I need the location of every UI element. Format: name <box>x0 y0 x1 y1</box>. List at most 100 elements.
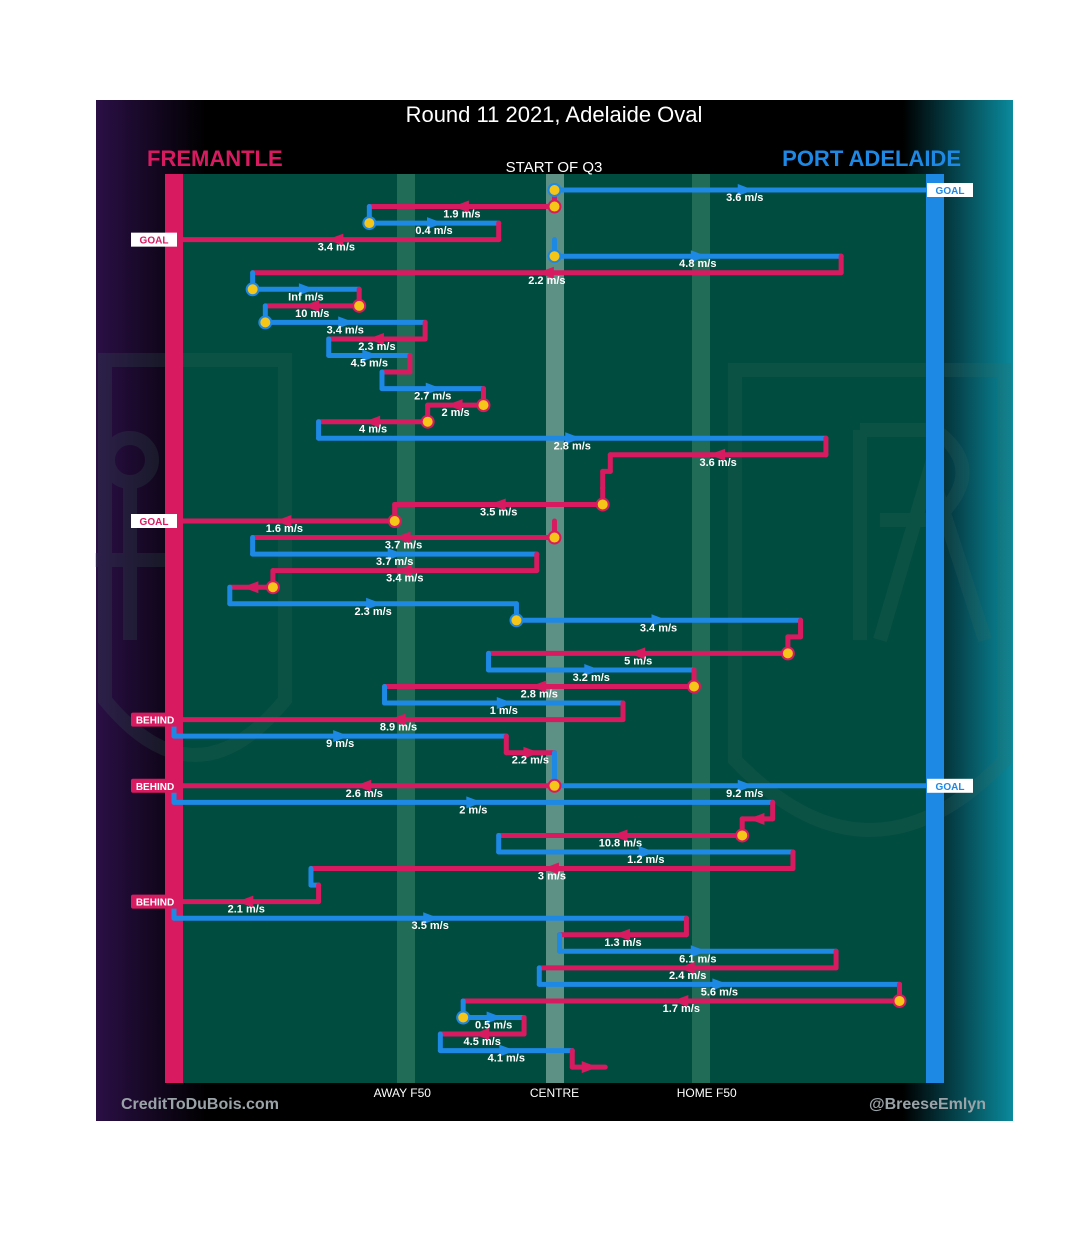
direction-arrow <box>355 779 372 792</box>
speed-label: 5.6 m/s <box>701 986 738 998</box>
direction-arrow <box>537 266 554 279</box>
speed-label: 3.7 m/s <box>376 556 413 568</box>
turnover-marker <box>687 679 702 694</box>
direction-arrow <box>672 994 689 1007</box>
direction-arrow <box>242 581 259 594</box>
speed-label: 3 m/s <box>538 871 566 883</box>
turnover-marker <box>509 613 524 628</box>
speed-label: 2.8 m/s <box>521 689 558 701</box>
speed-label: 1.7 m/s <box>663 1003 700 1015</box>
speed-label: 3.6 m/s <box>726 192 763 204</box>
tag-box <box>131 778 179 793</box>
speed-label: 3.4 m/s <box>386 573 423 585</box>
direction-arrow <box>629 647 646 660</box>
direction-arrow <box>427 217 444 230</box>
x-axis-ticks: AWAY F50 CENTRE HOME F50 <box>374 1086 737 1100</box>
speed-label: 1 m/s <box>490 705 518 717</box>
speed-label: 3.5 m/s <box>480 506 517 518</box>
tag-label: BEHIND <box>136 782 174 793</box>
direction-arrow <box>366 597 383 610</box>
x-tick-label: AWAY F50 <box>374 1086 432 1100</box>
turnover-marker <box>595 497 610 512</box>
direction-arrow <box>651 614 668 627</box>
turnover-marker <box>892 993 907 1008</box>
speed-label: 2.4 m/s <box>669 970 706 982</box>
direction-arrow <box>613 928 630 941</box>
direction-arrow <box>486 1011 503 1024</box>
turnover-marker <box>780 646 795 661</box>
speed-label: 2.1 m/s <box>228 904 265 916</box>
turnover-marker <box>735 828 750 843</box>
tag-box <box>927 778 973 793</box>
turnover-marker <box>476 398 491 413</box>
turnover-marker <box>456 1010 471 1025</box>
team-left-name: FREMANTLE <box>147 146 283 171</box>
speed-label: 4.5 m/s <box>464 1036 501 1048</box>
tag-label: GOAL <box>140 236 169 247</box>
tag-label: GOAL <box>936 782 965 793</box>
direction-arrow <box>364 415 381 428</box>
speed-label: 2.8 m/s <box>554 440 591 452</box>
direction-arrow <box>712 978 729 991</box>
direction-arrow <box>395 564 412 577</box>
fremantle-goal-line <box>165 174 183 1083</box>
speed-label: 9 m/s <box>326 738 354 750</box>
direction-arrow <box>523 746 540 759</box>
tag-label: BEHIND <box>136 898 174 909</box>
turnover-marker <box>547 183 562 197</box>
credit-left: CreditToDuBois.com <box>121 1096 279 1113</box>
speed-label: 1.9 m/s <box>443 209 480 221</box>
speed-label: 6.1 m/s <box>679 953 716 965</box>
speed-label: 3.6 m/s <box>699 457 736 469</box>
direction-arrow <box>367 332 384 345</box>
direction-arrow <box>303 299 320 312</box>
score-tags: GOAL GOAL GOAL BEHIND GOAL BEHIND BEHIND <box>131 183 973 909</box>
speed-label: 3.4 m/s <box>318 242 355 254</box>
speed-label: 3.2 m/s <box>573 672 610 684</box>
direction-arrow <box>298 283 315 296</box>
direction-arrow <box>452 200 469 213</box>
speed-label: 3.4 m/s <box>640 622 677 634</box>
speed-label: 3.4 m/s <box>327 324 364 336</box>
turnover-marker <box>362 216 377 231</box>
speed-label: 8.9 m/s <box>380 722 417 734</box>
speed-label: 9.2 m/s <box>726 788 763 800</box>
speed-label: 0.4 m/s <box>415 225 452 237</box>
speed-label: 10.8 m/s <box>599 837 642 849</box>
tag-box <box>131 232 177 247</box>
speed-label: 4 m/s <box>359 424 387 436</box>
port-score-tag: GOAL <box>927 778 973 793</box>
centre-line <box>546 174 564 1083</box>
team-right-name: PORT ADELAIDE <box>782 146 961 171</box>
speed-label: 4.5 m/s <box>351 358 388 370</box>
direction-arrow <box>394 531 411 544</box>
direction-arrow <box>446 399 463 412</box>
tag-label: GOAL <box>936 186 965 197</box>
tag-label: BEHIND <box>136 716 174 727</box>
away-f50-line <box>397 174 415 1083</box>
direction-arrow <box>387 548 404 561</box>
direction-arrow <box>581 1061 598 1074</box>
speed-label: 2.2 m/s <box>528 275 565 287</box>
direction-arrow <box>489 498 506 511</box>
port-score-tag: GOAL <box>927 183 973 197</box>
direction-arrow <box>638 846 655 858</box>
speed-label: Inf m/s <box>288 291 323 303</box>
x-tick-label: HOME F50 <box>677 1086 737 1100</box>
direction-arrow <box>327 233 344 246</box>
direction-arrow <box>611 829 628 842</box>
fremantle-score-tag: BEHIND <box>131 778 179 793</box>
direction-arrow <box>389 713 406 726</box>
speed-label: 1.6 m/s <box>266 523 303 535</box>
direction-arrow <box>473 1028 490 1041</box>
speed-label: 2.2 m/s <box>512 755 549 767</box>
direction-arrow <box>690 250 707 263</box>
turnover-marker <box>547 778 562 793</box>
direction-arrow <box>748 812 765 825</box>
possession-chains: 3.6 m/s 1.9 m/s 0.4 m/s 3.4 m/s 4.8 m/s 2.2 m… <box>171 183 938 1074</box>
direction-arrow <box>362 349 379 362</box>
turnover-marker <box>547 530 562 545</box>
direction-arrow <box>423 912 440 925</box>
turnover-marker <box>258 315 273 330</box>
